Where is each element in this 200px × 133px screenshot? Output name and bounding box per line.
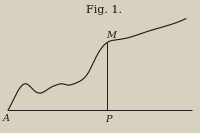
Text: Fig. 1.: Fig. 1. [86, 5, 122, 15]
Text: M: M [106, 31, 116, 40]
Text: A: A [2, 114, 10, 123]
Text: P: P [105, 115, 111, 124]
